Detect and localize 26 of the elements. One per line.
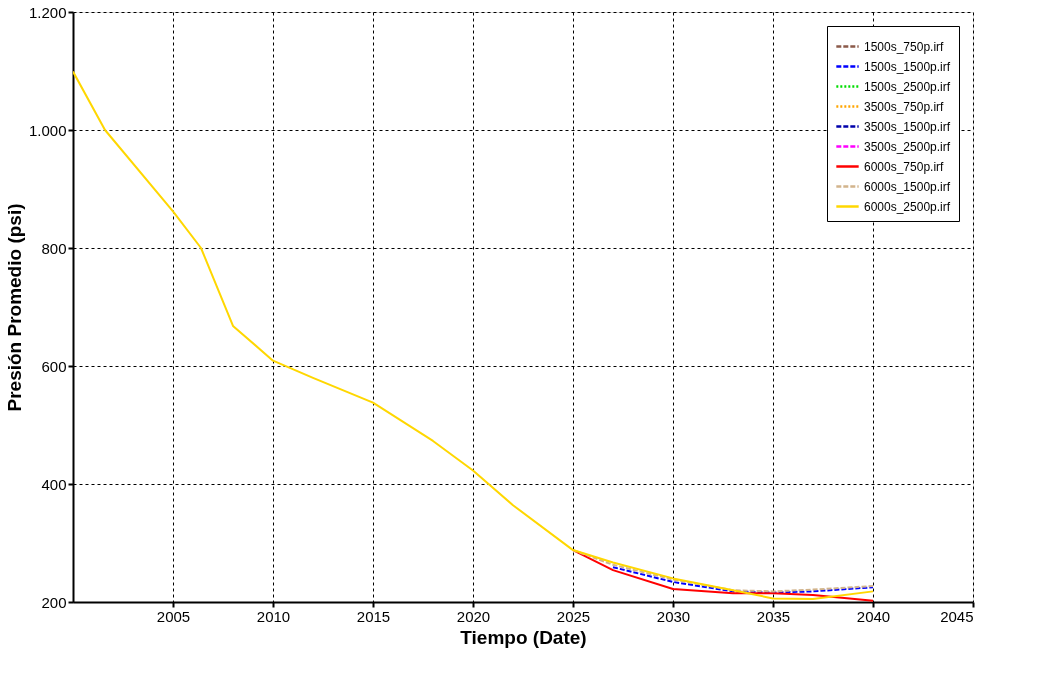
- legend-label: 1500s_1500p.irf: [864, 59, 951, 74]
- legend-label: 1500s_750p.irf: [864, 39, 945, 54]
- x-tick-label: 2040: [856, 607, 891, 625]
- x-tick-label: 2010: [256, 607, 291, 625]
- legend-label: 3500s_750p.irf: [864, 99, 945, 114]
- y-tick-label: 1.000: [28, 121, 67, 139]
- x-tick-label: 2015: [356, 607, 391, 625]
- x-tick-label: 2020: [456, 607, 491, 625]
- x-tick-label: 2035: [756, 607, 791, 625]
- legend-label: 3500s_1500p.irf: [864, 119, 951, 134]
- x-tick-label: 2030: [656, 607, 691, 625]
- y-tick-label: 200: [41, 593, 67, 611]
- legend-label: 6000s_2500p.irf: [864, 199, 951, 214]
- x-axis-title: Tiempo (Date): [460, 626, 587, 648]
- legend-label: 6000s_750p.irf: [864, 159, 945, 174]
- y-tick-label: 400: [41, 475, 67, 493]
- y-tick-label: 800: [41, 239, 67, 257]
- y-tick-label: 600: [41, 357, 67, 375]
- legend-label: 1500s_2500p.irf: [864, 79, 951, 94]
- x-tick-label: 2005: [156, 607, 191, 625]
- y-tick-label: 1.200: [28, 3, 67, 21]
- y-axis-title: Presión Promedio (psi): [3, 203, 25, 412]
- legend-label: 6000s_1500p.irf: [864, 179, 951, 194]
- legend-label: 3500s_2500p.irf: [864, 139, 951, 154]
- x-tick-label: 2045: [940, 607, 974, 625]
- x-tick-label: 2025: [556, 607, 591, 625]
